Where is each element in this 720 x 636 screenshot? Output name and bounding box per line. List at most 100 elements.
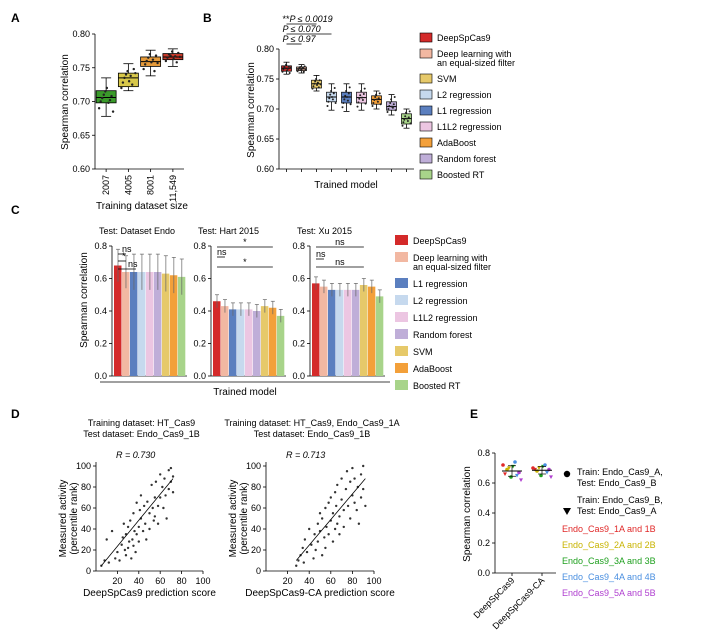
panel-d-point (159, 496, 162, 499)
panel-e-legend-triangle-marker (563, 508, 571, 515)
panel-d-point (120, 543, 123, 546)
panel-a-x-tick-label: 4005 (123, 175, 133, 195)
panel-b-point (326, 105, 329, 107)
panel-a-point (150, 61, 153, 64)
panel-b-point (359, 94, 362, 97)
panel-b-point (346, 99, 349, 102)
panel-a-point (110, 94, 113, 98)
panel-d-point (142, 504, 146, 508)
panel-b-point (286, 69, 288, 72)
panel-d-point (346, 504, 350, 508)
panel-d-y-tick-label: 60 (251, 503, 261, 513)
panel-b-point (391, 106, 394, 109)
panel-a-point (148, 53, 152, 56)
panel-d-r-value: R = 0.730 (116, 450, 155, 460)
panel-b-point (334, 102, 337, 104)
panel-c-2-y-tick-label: 0.8 (193, 241, 206, 251)
panel-b-point (316, 81, 319, 84)
panel-d-point (138, 508, 142, 512)
panel-c-sig-label: * (122, 251, 126, 261)
panel-b-legend-label: L1 regression (437, 106, 492, 116)
panel-d-point (338, 533, 341, 536)
panel-b-point (378, 92, 381, 95)
panel-b-point (343, 98, 346, 101)
panel-d-y-label: Measured activity (228, 480, 239, 558)
panel-b-legend-swatch (419, 105, 433, 116)
panel-b-legend-swatch (419, 121, 433, 132)
panel-e-legend-label: Train: Endo_Cas9_A, (577, 467, 663, 477)
panel-d-point (362, 487, 365, 491)
panel-d-point (301, 546, 304, 550)
panel-b-point (315, 78, 318, 80)
panel-d-x-tick-label: 20 (283, 576, 293, 586)
panel-b-point (344, 94, 347, 97)
panel-c-bar (319, 286, 328, 376)
panel-b-point (296, 70, 299, 73)
panel-e-point-triangle (515, 473, 519, 478)
panel-d-point (308, 527, 311, 531)
panel-e-point-circle (539, 473, 543, 478)
panel-a-point (175, 61, 178, 64)
panel-b-point (356, 105, 359, 108)
panel-b-point (404, 115, 407, 118)
panel-d-point (169, 466, 173, 470)
panel-b-point (360, 90, 363, 92)
panel-d-point (340, 498, 343, 501)
panel-b-point (331, 96, 333, 98)
panel-c-bar (375, 296, 384, 376)
panel-c-legend-label: L1 regression (413, 279, 468, 289)
panel-d-point (353, 501, 356, 504)
panel-e-point-triangle (533, 467, 537, 472)
panel-c-legend-swatch (395, 346, 408, 356)
panel-d-point (126, 546, 130, 550)
panel-d-point (171, 475, 175, 478)
panel-d-title-1: Training dataset: HT_Cas9 (88, 418, 195, 428)
panel-b-point (317, 86, 320, 89)
panel-b-point (299, 66, 302, 68)
panel-d-x-tick-label: 40 (134, 576, 144, 586)
panel-c-sig-label: ns (122, 244, 132, 254)
panel-d-point (342, 508, 345, 512)
panel-d-point (126, 525, 130, 529)
panel-d-point (324, 546, 327, 550)
panel-a-point (97, 107, 101, 110)
panel-b-point (387, 108, 390, 110)
panel-c-bar (129, 272, 138, 376)
panel-d-point (131, 538, 134, 541)
panel-b-point (401, 124, 404, 127)
panel-e-x-tick-label: DeepSpCas9-CA (491, 575, 547, 631)
panel-c-bar (367, 286, 376, 376)
panel-d-point (122, 522, 126, 525)
panel-c-2-y-tick-label: 0.6 (193, 274, 206, 284)
panel-b-point (333, 87, 336, 89)
panel-e-point-triangle (545, 470, 549, 475)
panel-b-point (302, 70, 305, 73)
panel-d-x-tick-label: 20 (112, 576, 122, 586)
panel-c-y-label: Spearman correlation (79, 252, 90, 348)
panel-a-point (134, 71, 137, 75)
panel-d-point (355, 508, 358, 512)
panel-b-point (394, 109, 397, 112)
panel-c-legend-swatch (395, 329, 408, 339)
panel-d-point (152, 519, 155, 522)
panel-d-point (314, 548, 317, 552)
panel-b-legend-swatch (419, 89, 433, 100)
panel-b-y-tick-label: 0.70 (256, 104, 274, 114)
panel-a-x-tick-label: 2007 (101, 175, 111, 195)
panel-a-point (166, 56, 169, 59)
panel-c-bar (137, 272, 146, 376)
panel-d-title-2: Test dataset: Endo_Cas9_1B (83, 429, 200, 439)
panel-b-point (408, 110, 411, 113)
panel-c-bar (213, 301, 221, 376)
panel-b-point (406, 120, 409, 122)
panel-c-1-y-tick-label: 0.6 (94, 274, 107, 284)
panel-d-point (331, 540, 335, 543)
panel-d-y-tick-label: 20 (251, 545, 261, 555)
panel-e-y-tick-label: 0.6 (477, 478, 490, 488)
panel-d-y-label: (percentile rank) (239, 482, 250, 554)
panel-d-point (137, 525, 140, 529)
panel-d-letter: D (11, 407, 20, 421)
panel-d-x-label: DeepSpCas9 prediction score (83, 588, 216, 599)
panel-e-point-circle (513, 460, 517, 464)
